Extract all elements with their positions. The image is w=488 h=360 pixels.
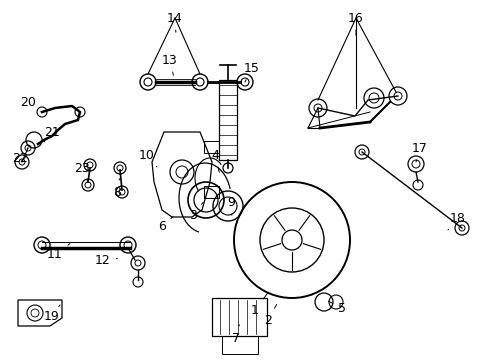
Text: 19: 19 xyxy=(44,305,60,323)
Text: 11: 11 xyxy=(47,244,70,261)
Bar xyxy=(203,186,219,198)
Text: 23: 23 xyxy=(74,162,90,182)
Text: 14: 14 xyxy=(167,12,183,32)
Text: 6: 6 xyxy=(158,217,173,233)
Bar xyxy=(212,298,266,336)
Text: 17: 17 xyxy=(411,141,427,162)
Text: 16: 16 xyxy=(347,12,363,35)
Text: 3: 3 xyxy=(189,202,203,221)
Text: 20: 20 xyxy=(20,95,42,112)
Text: 4: 4 xyxy=(211,149,219,172)
Bar xyxy=(203,141,219,153)
Text: 1: 1 xyxy=(250,292,268,316)
Text: 10: 10 xyxy=(139,149,157,167)
Text: 5: 5 xyxy=(328,301,346,315)
Bar xyxy=(219,80,237,160)
Text: 2: 2 xyxy=(264,305,276,327)
Text: 13: 13 xyxy=(162,54,178,75)
Text: 21: 21 xyxy=(44,126,60,142)
Text: 8: 8 xyxy=(113,179,121,198)
Text: 18: 18 xyxy=(447,212,465,230)
Bar xyxy=(222,336,258,354)
Text: 9: 9 xyxy=(226,195,234,215)
Text: 15: 15 xyxy=(244,62,260,82)
Text: 12: 12 xyxy=(95,255,117,267)
Text: 22: 22 xyxy=(12,148,28,165)
Text: 7: 7 xyxy=(231,325,240,345)
